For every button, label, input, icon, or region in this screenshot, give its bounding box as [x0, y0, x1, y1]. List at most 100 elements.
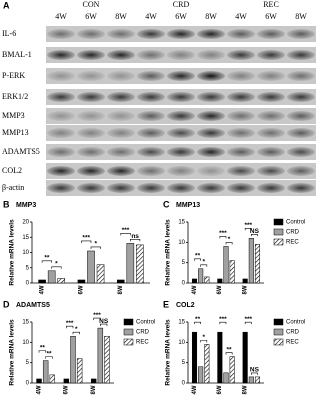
- row-label: MMP3: [2, 111, 25, 120]
- bar: [76, 358, 83, 384]
- significance-bracket: [225, 352, 233, 355]
- y-axis-label: Relative mRNA levels: [9, 319, 16, 386]
- blot-band: [77, 92, 105, 102]
- significance-label: *: [228, 236, 231, 243]
- significance-bracket: [66, 325, 74, 329]
- x-tick-label: 8W: [118, 285, 124, 294]
- x-tick-label: 6W: [217, 285, 223, 294]
- blot-band: [167, 183, 195, 193]
- bar: [242, 331, 248, 384]
- significance-bracket: [251, 372, 258, 375]
- panel-letter: E: [163, 299, 169, 309]
- blot-band: [287, 92, 315, 102]
- blot-band: [107, 111, 135, 121]
- blot-band: [107, 50, 135, 60]
- bar: [42, 360, 49, 384]
- significance-bracket: [219, 321, 227, 325]
- blot-band: [77, 147, 105, 157]
- significance-label: ***: [244, 222, 252, 229]
- lane-label: 6W: [175, 12, 187, 21]
- blot-band: [77, 183, 105, 193]
- blot-band: [257, 71, 285, 81]
- y-tick-label: 10: [178, 240, 185, 246]
- y-tick-label: 15: [22, 235, 29, 241]
- legend-label: CRD: [286, 330, 300, 336]
- bar: [104, 335, 110, 384]
- blot-band: [47, 111, 75, 121]
- blot-band: [137, 50, 165, 60]
- significance-label: **: [195, 316, 201, 323]
- y-tick-label: 15: [178, 320, 185, 326]
- blot-band: [257, 183, 285, 193]
- chart-title: ADAMTS5: [16, 302, 50, 309]
- blot-band: [107, 128, 135, 138]
- chart-title: MMP13: [176, 202, 200, 209]
- significance-label: NS: [99, 318, 109, 325]
- significance-label: *: [55, 261, 58, 268]
- y-tick-label: 10: [22, 340, 29, 346]
- y-tick-label: 0: [26, 381, 30, 387]
- significance-label: ***: [219, 230, 227, 237]
- blot-band: [77, 50, 105, 60]
- significance-label: *: [202, 334, 205, 341]
- bar: [217, 331, 223, 384]
- bar: [36, 378, 42, 384]
- lane-label: 8W: [115, 12, 127, 21]
- x-tick-label: 4W: [39, 285, 45, 294]
- significance-label: ***: [66, 320, 74, 327]
- legend-swatch: [273, 328, 284, 336]
- legend-label: Control: [136, 320, 155, 326]
- y-tick-label: 5: [26, 360, 30, 366]
- y-axis-label: Relative mRNA levels: [9, 219, 16, 286]
- blot-band: [257, 147, 285, 157]
- blot-band: [107, 166, 135, 176]
- x-tick-label: 4W: [192, 385, 198, 394]
- blot-band: [77, 111, 105, 121]
- row-label: ERK1/2: [2, 92, 28, 101]
- blot-band: [197, 166, 225, 176]
- blot-band: [287, 166, 315, 176]
- row-label: ADAMTS5: [2, 147, 40, 156]
- y-tick-label: 10: [178, 340, 185, 346]
- significance-bracket: [200, 264, 208, 267]
- blot-band: [197, 147, 225, 157]
- significance-bracket: [251, 233, 258, 237]
- blot-band: [107, 29, 135, 39]
- significance-bracket: [38, 350, 46, 353]
- bar: [116, 279, 125, 284]
- legend-label: CRD: [136, 330, 150, 336]
- bar: [204, 344, 210, 384]
- blot-band: [77, 29, 105, 39]
- legend-label: Control: [286, 220, 305, 226]
- bar: [63, 378, 70, 384]
- blot-band: [197, 92, 225, 102]
- bar: [204, 276, 210, 284]
- bar: [223, 246, 229, 284]
- bar: [229, 260, 235, 284]
- blot-band: [227, 50, 255, 60]
- blot-band: [47, 50, 75, 60]
- bar: [229, 356, 235, 384]
- blot-band: [197, 50, 225, 60]
- significance-bracket: [219, 236, 227, 239]
- blot-band: [137, 111, 165, 121]
- y-tick-label: 15: [178, 220, 185, 226]
- group-label: REC: [263, 0, 279, 9]
- blot-band: [137, 71, 165, 81]
- row-label: IL-6: [2, 29, 16, 38]
- blot-band: [167, 166, 195, 176]
- bar: [254, 244, 261, 284]
- legend-swatch: [273, 218, 284, 226]
- lane-label: 4W: [235, 12, 247, 21]
- significance-bracket: [90, 246, 101, 249]
- blot-band: [287, 147, 315, 157]
- significance-label: **: [46, 350, 52, 357]
- significance-bracket: [45, 356, 53, 359]
- significance-label: ***: [122, 227, 130, 234]
- blot-band: [167, 128, 195, 138]
- bar: [136, 244, 144, 284]
- x-tick-label: 4W: [192, 285, 198, 294]
- blot-band: [137, 128, 165, 138]
- y-tick-label: 20: [22, 220, 29, 226]
- significance-bracket: [194, 258, 201, 261]
